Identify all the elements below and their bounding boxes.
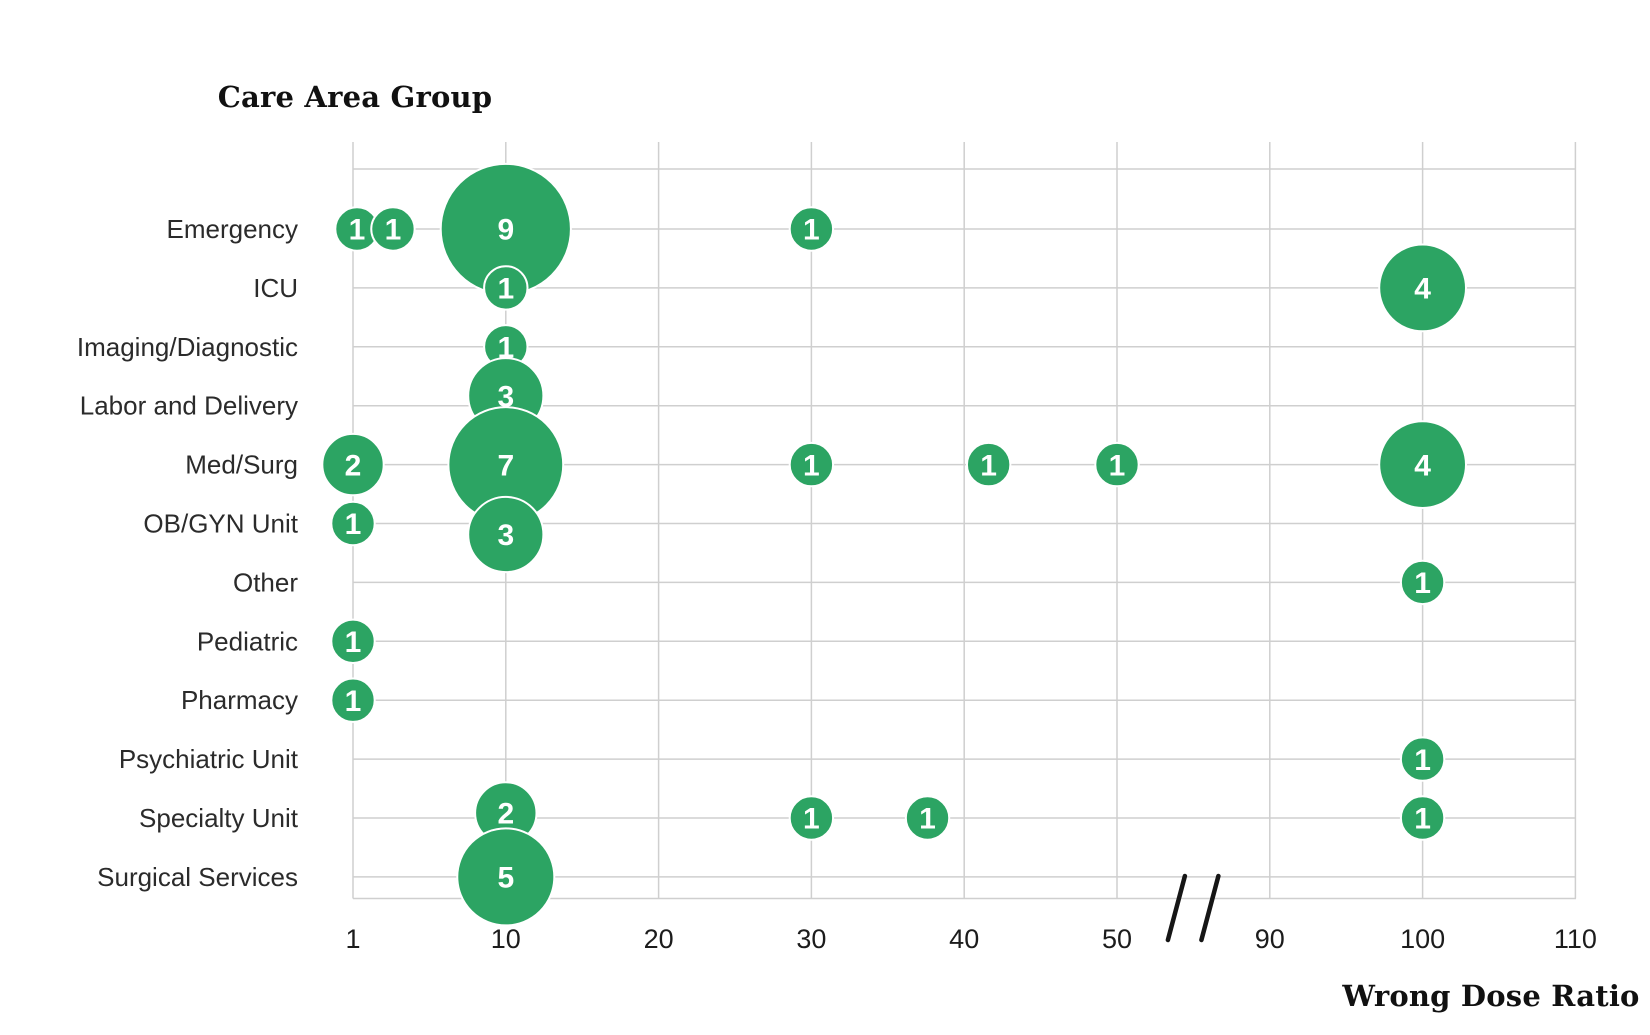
bubble-count-label: 3	[497, 519, 514, 552]
bubble-circle[interactable]	[1378, 420, 1467, 510]
bubble-count-label: 1	[1414, 803, 1431, 836]
y-category-label-med-surg: Med/Surg	[185, 450, 298, 480]
bubble-count-label: 5	[497, 862, 514, 895]
bubble-circle[interactable]	[788, 206, 835, 252]
bubble-count-label: 4	[1414, 273, 1431, 306]
x-tick-label-110: 110	[1554, 924, 1597, 954]
bubble-circle[interactable]	[1399, 736, 1446, 782]
bubble-pharmacy-x1[interactable]: 1	[330, 677, 376, 723]
bubble-count-label: 2	[345, 449, 362, 482]
bubble-count-label: 1	[385, 214, 402, 247]
bubble-count-label: 1	[497, 273, 514, 306]
x-tick-label-100: 100	[1400, 924, 1445, 954]
bubble-count-label: 1	[349, 214, 366, 247]
bubble-emergency-x30[interactable]: 1	[788, 206, 835, 252]
x-tick-label-30: 30	[796, 924, 826, 954]
x-tick-label-20: 20	[644, 924, 674, 954]
bubble-other-x100[interactable]: 1	[1399, 559, 1446, 606]
bubble-count-label: 1	[803, 449, 820, 482]
bubble-circle[interactable]	[1378, 243, 1467, 333]
axis-break-slash-1	[1165, 873, 1188, 943]
bubble-med-surg-x41.6[interactable]: 1	[965, 441, 1012, 488]
bubble-specialty-unit-x100[interactable]: 1	[1399, 795, 1446, 841]
x-tick-label-90: 90	[1255, 924, 1285, 954]
bubble-specialty-unit-x30[interactable]: 1	[788, 795, 835, 841]
bubble-circle[interactable]	[1094, 441, 1140, 488]
bubble-circle[interactable]	[321, 432, 385, 497]
bubble-count-label: 1	[803, 803, 820, 836]
bubble-count-label: 1	[1414, 744, 1431, 777]
bubble-med-surg-x100[interactable]: 4	[1378, 420, 1467, 510]
axis-break-slash-2	[1199, 873, 1221, 943]
bubble-med-surg-x50[interactable]: 1	[1094, 441, 1140, 488]
bubble-med-surg-x10[interactable]: 7	[447, 406, 565, 524]
bubble-count-label: 1	[497, 332, 514, 365]
bubble-icu-x100[interactable]: 4	[1378, 243, 1467, 333]
bubble-psychiatric-unit-x100[interactable]: 1	[1399, 736, 1446, 782]
bubble-circle[interactable]	[467, 495, 545, 574]
bubble-circle[interactable]	[456, 827, 556, 927]
y-axis-title: Care Area Group	[217, 80, 493, 114]
bubble-count-label: 1	[803, 214, 820, 247]
bubble-count-label: 1	[919, 803, 936, 836]
y-category-label-icu: ICU	[253, 273, 298, 303]
bubble-count-label: 2	[497, 798, 514, 831]
y-category-label-imaging-diagnostic: Imaging/Diagnostic	[77, 332, 298, 362]
bubble-pediatric-x1[interactable]: 1	[330, 618, 376, 664]
y-category-label-labor-and-delivery: Labor and Delivery	[80, 391, 298, 421]
bubble-specialty-unit-x37.6[interactable]: 1	[904, 795, 951, 841]
bubble-circle[interactable]	[1399, 559, 1446, 606]
bubble-circle[interactable]	[904, 795, 951, 841]
bubble-count-label: 3	[497, 380, 514, 413]
bubble-circle[interactable]	[1399, 795, 1446, 841]
x-axis-title: Wrong Dose Ratio	[1342, 979, 1640, 1013]
y-category-label-psychiatric-unit: Psychiatric Unit	[119, 744, 299, 774]
bubble-count-label: 1	[345, 685, 362, 718]
bubble-circle[interactable]	[330, 618, 376, 664]
bubble-count-label: 4	[1414, 449, 1431, 482]
bubble-count-label: 7	[497, 449, 514, 482]
x-tick-label-40: 40	[949, 924, 979, 954]
bubble-circle[interactable]	[483, 265, 529, 311]
x-tick-label-50: 50	[1102, 924, 1132, 954]
y-category-label-specialty-unit: Specialty Unit	[139, 803, 299, 833]
y-category-label-pharmacy: Pharmacy	[181, 685, 298, 715]
bubble-circle[interactable]	[788, 795, 835, 841]
bubble-count-label: 1	[345, 626, 362, 659]
y-category-label-ob-gyn-unit: OB/GYN Unit	[143, 509, 298, 539]
bubble-count-label: 1	[1109, 449, 1126, 482]
bubble-emergency-x1[interactable]: 1	[334, 206, 380, 252]
bubble-count-label: 9	[497, 214, 514, 247]
bubble-med-surg-x30[interactable]: 1	[788, 441, 835, 488]
y-category-label-other: Other	[233, 567, 298, 597]
y-category-label-pediatric: Pediatric	[197, 626, 298, 656]
bubble-circle[interactable]	[330, 677, 376, 723]
bubble-surgical-services-x10[interactable]: 5	[456, 827, 556, 927]
bubble-count-label: 1	[1414, 567, 1431, 600]
bubble-ob-gyn-unit-x10[interactable]: 3	[467, 495, 545, 574]
bubble-med-surg-x1[interactable]: 2	[321, 432, 385, 497]
bubble-count-label: 1	[345, 508, 362, 541]
bubble-circle[interactable]	[370, 206, 416, 252]
bubble-circle[interactable]	[965, 441, 1012, 488]
y-category-label-emergency: Emergency	[167, 214, 299, 244]
bubble-circle[interactable]	[788, 441, 835, 488]
y-category-label-surgical-services: Surgical Services	[97, 862, 298, 892]
bubble-imaging-diagnostic-x10[interactable]: 1	[483, 324, 529, 370]
bubble-specialty-unit-x10[interactable]: 2	[474, 781, 538, 845]
bubble-count-label: 1	[980, 449, 997, 482]
bubble-circle[interactable]	[330, 500, 376, 547]
bubble-ob-gyn-unit-x1[interactable]: 1	[330, 500, 376, 547]
bubble-emergency-x3[interactable]: 1	[370, 206, 416, 252]
x-tick-label-10: 10	[491, 924, 521, 954]
bubble-icu-x10[interactable]: 1	[483, 265, 529, 311]
x-tick-label-1: 1	[345, 924, 360, 954]
